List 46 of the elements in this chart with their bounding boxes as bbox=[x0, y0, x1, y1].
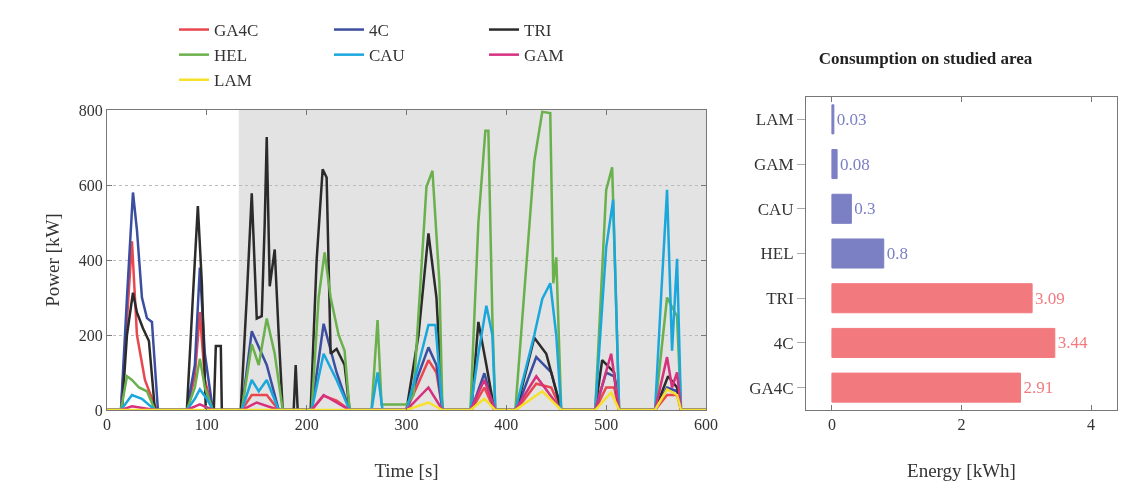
x-tick-label: 100 bbox=[194, 416, 219, 434]
data-label: 2.91 bbox=[1023, 378, 1054, 398]
data-label: 0.03 bbox=[836, 109, 867, 129]
bar bbox=[831, 283, 1033, 314]
bar bbox=[831, 327, 1056, 358]
x-tick-label: 2 bbox=[957, 416, 966, 434]
y-tick-label: TRI bbox=[766, 289, 794, 309]
data-label: 0.3 bbox=[854, 199, 876, 219]
legend-label: GA4C bbox=[214, 21, 259, 41]
y-tick-label: GAM bbox=[753, 155, 794, 175]
y-tick-label: GA4C bbox=[749, 378, 794, 398]
x-tick-label: 200 bbox=[294, 416, 319, 434]
legend-label: GAM bbox=[524, 46, 564, 66]
y-tick-label: CAU bbox=[757, 199, 794, 219]
x-tick-label: 0 bbox=[827, 416, 836, 434]
x-tick-label: 400 bbox=[494, 416, 519, 434]
y-axis-title: Power [kW] bbox=[42, 213, 63, 307]
y-tick-label: LAM bbox=[755, 110, 794, 130]
bar bbox=[831, 193, 852, 224]
legend-label: 4C bbox=[369, 21, 389, 41]
legend-label: TRI bbox=[524, 21, 552, 41]
y-tick-label: 4C bbox=[773, 333, 794, 353]
bar bbox=[831, 238, 885, 269]
data-label: 0.08 bbox=[840, 154, 870, 174]
x-axis-title: Energy [kWh] bbox=[907, 460, 1016, 481]
data-label: 3.44 bbox=[1057, 333, 1089, 353]
legend-label: LAM bbox=[214, 71, 252, 91]
x-tick-label: 600 bbox=[694, 416, 718, 434]
x-tick-label: 500 bbox=[594, 416, 619, 434]
y-tick-label: 800 bbox=[78, 101, 103, 119]
y-tick-label: 400 bbox=[78, 251, 103, 269]
legend-label: HEL bbox=[214, 46, 248, 66]
y-tick-label: 0 bbox=[94, 401, 103, 419]
x-tick-label: 4 bbox=[1087, 416, 1096, 434]
y-tick-label: 200 bbox=[78, 326, 103, 344]
y-tick-label: 600 bbox=[78, 176, 103, 194]
line-series bbox=[107, 388, 706, 410]
chart-title: Consumption on studied area bbox=[818, 48, 1033, 68]
y-tick-label: HEL bbox=[760, 244, 794, 264]
bar bbox=[831, 372, 1021, 403]
bar bbox=[831, 149, 838, 180]
data-label: 0.8 bbox=[886, 244, 908, 263]
x-tick-label: 300 bbox=[394, 416, 419, 434]
x-axis-title: Time [s] bbox=[374, 460, 439, 481]
legend-label: CAU bbox=[369, 46, 405, 66]
data-label: 3.09 bbox=[1035, 288, 1065, 308]
